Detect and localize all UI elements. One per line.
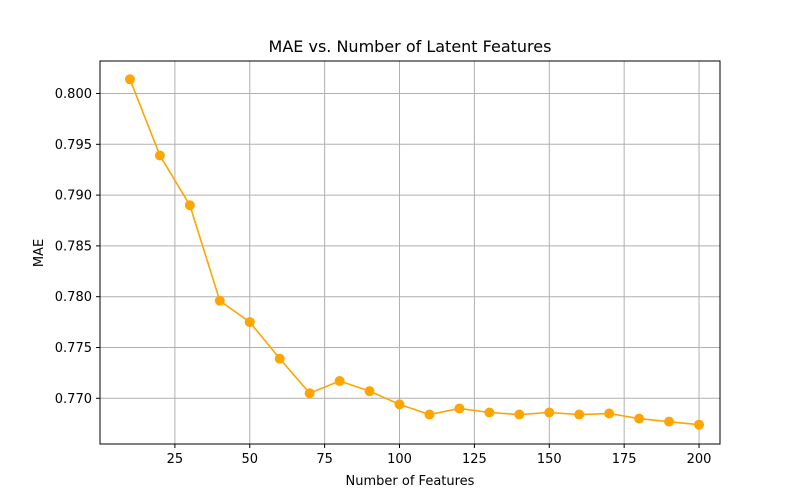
y-axis-label: MAE [32, 239, 47, 267]
series-layer [124, 74, 705, 430]
data-point [514, 409, 525, 420]
axes-frame [99, 60, 721, 445]
data-point [274, 353, 285, 364]
x-tick-label: 200 [687, 452, 712, 467]
data-point [244, 317, 255, 328]
data-point [334, 376, 345, 387]
x-tick-label: 75 [316, 452, 333, 467]
x-axis-ticks: 25 50 75 100 125 150 175 200 [167, 444, 712, 467]
data-point [604, 408, 615, 419]
x-tick-label: 50 [241, 452, 258, 467]
x-tick-label: 125 [462, 452, 487, 467]
x-tick-label: 175 [612, 452, 637, 467]
series-line [129, 78, 700, 426]
data-point [184, 200, 195, 211]
x-tick-label: 150 [537, 452, 562, 467]
data-point [484, 407, 495, 418]
y-tick-label: 0.770 [55, 392, 92, 407]
y-tick-label: 0.790 [55, 189, 92, 204]
x-tick-label: 25 [167, 452, 184, 467]
data-point [364, 386, 375, 397]
y-tick-label: 0.775 [55, 341, 92, 356]
grid-lines [100, 61, 720, 444]
data-point [154, 150, 165, 161]
y-tick-label: 0.780 [55, 290, 92, 305]
y-axis-ticks: 0.770 0.775 0.780 0.785 0.790 0.795 0.800 [55, 87, 100, 407]
y-tick-label: 0.800 [55, 87, 92, 102]
data-point [694, 419, 705, 430]
y-tick-label: 0.795 [55, 138, 92, 153]
data-point [214, 295, 225, 306]
y-tick-label: 0.785 [55, 239, 92, 254]
data-point [424, 409, 435, 420]
data-point [664, 416, 675, 427]
plot-frame [99, 60, 721, 445]
data-point [124, 74, 135, 85]
x-tick-label: 100 [387, 452, 412, 467]
data-point [574, 409, 585, 420]
chart-title: MAE vs. Number of Latent Features [269, 37, 552, 56]
data-point [394, 399, 405, 410]
data-point [304, 388, 315, 399]
data-point [634, 413, 645, 424]
x-axis-label: Number of Features [346, 474, 475, 489]
data-point [544, 407, 555, 418]
data-point [454, 403, 465, 414]
